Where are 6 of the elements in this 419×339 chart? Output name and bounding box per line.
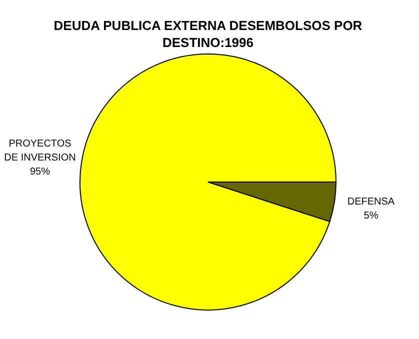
slice-label: PROYECTOS DE INVERSION — [4, 138, 76, 164]
data-label: 95% — [30, 166, 50, 178]
slice-label: DEFENSA — [347, 196, 395, 208]
data-label: 5% — [364, 210, 378, 222]
pie-slice — [80, 54, 336, 310]
chart-title: DEUDA PUBLICA EXTERNA DESEMBOLSOS POR DESTINO:1996 — [54, 18, 363, 50]
